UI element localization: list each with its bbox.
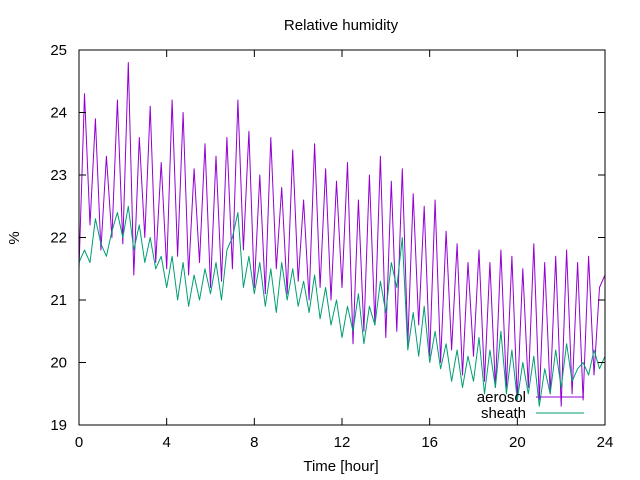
x-tick-label: 12 bbox=[334, 434, 351, 451]
x-tick-label: 8 bbox=[250, 434, 258, 451]
series-layer bbox=[78, 62, 606, 407]
y-tick-label: 21 bbox=[50, 292, 67, 309]
x-tick-label: 4 bbox=[162, 434, 170, 451]
x-tick-label: 16 bbox=[421, 434, 438, 451]
y-axis-label: % bbox=[6, 231, 23, 244]
series-line-sheath bbox=[78, 205, 606, 407]
x-tick-label: 0 bbox=[75, 434, 83, 451]
y-tick-label: 24 bbox=[50, 105, 67, 122]
x-axis-label: Time [hour] bbox=[303, 458, 378, 475]
plot-frame bbox=[78, 49, 606, 426]
legend-label-sheath: sheath bbox=[481, 405, 526, 422]
x-tick-label: 24 bbox=[597, 434, 614, 451]
y-tick-label: 22 bbox=[50, 230, 67, 247]
y-tick-label: 25 bbox=[50, 42, 67, 59]
y-tick-label: 23 bbox=[50, 167, 67, 184]
series-line-aerosol bbox=[78, 62, 606, 407]
chart-title: Relative humidity bbox=[284, 17, 399, 34]
x-tick-label: 20 bbox=[509, 434, 526, 451]
legend-label-aerosol: aerosol bbox=[477, 389, 526, 406]
y-tick-label: 20 bbox=[50, 355, 67, 372]
y-tick-label: 19 bbox=[50, 417, 67, 434]
